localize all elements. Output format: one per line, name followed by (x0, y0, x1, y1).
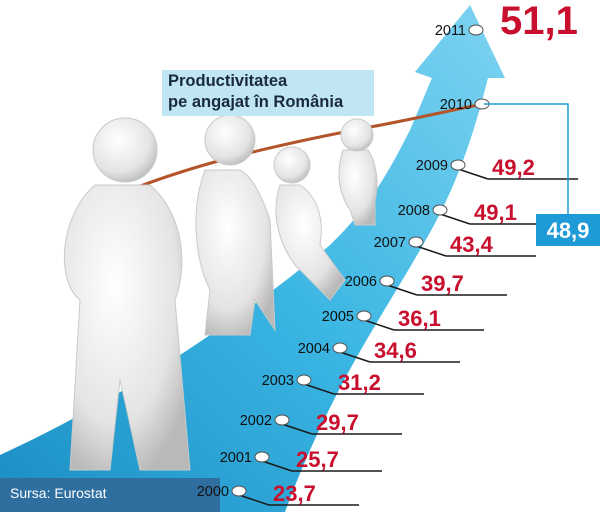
figure-3 (273, 146, 346, 301)
leader-line (303, 383, 335, 395)
year-label: 2008 (398, 203, 430, 219)
year-label: 2005 (322, 309, 354, 325)
year-2007: 2007 43,4 (374, 232, 536, 257)
year-2004: 2004 34,6 (298, 338, 460, 363)
value-label: 51,1 (500, 0, 578, 43)
year-label: 2003 (262, 373, 294, 389)
year-2008: 2008 49,1 (398, 200, 560, 225)
figure-body (195, 169, 276, 336)
callout-line (484, 103, 569, 222)
growth-arrow (0, 5, 505, 512)
value-label: 49,1 (474, 200, 517, 225)
title-box: Productivitatea pe angajat în România (162, 70, 374, 116)
year-dot (468, 24, 484, 36)
year-2010: 2010 (440, 97, 490, 113)
value-label: 49,2 (492, 155, 535, 180)
value-label: 23,7 (273, 481, 316, 506)
figure-head (204, 114, 256, 166)
leader-line (281, 423, 313, 435)
year-2011: 2011 (435, 23, 484, 39)
year-dot (450, 159, 466, 171)
year-2009: 2009 49,2 (416, 155, 578, 180)
year-dot (254, 451, 270, 463)
callout-2010: 48,9 (484, 103, 600, 246)
year-2001: 2001 25,7 (220, 447, 382, 472)
value-label: 34,6 (374, 338, 417, 363)
year-label: 2009 (416, 158, 448, 174)
year-dot (274, 414, 290, 426)
source-note: Sursa: Eurostat (10, 485, 107, 501)
leader-line (415, 245, 447, 257)
people-pulling-rope (63, 102, 485, 471)
figure-1 (63, 117, 191, 471)
year-label: 2000 (197, 484, 229, 500)
data-marks: 2000 23,7 2001 25,7 2002 29,7 2003 31,2 2004 34,6… (197, 0, 600, 506)
year-2002: 2002 29,7 (240, 410, 402, 435)
year-2000: 2000 23,7 (197, 481, 359, 506)
footer-band (0, 478, 220, 512)
leader-line (339, 351, 371, 363)
year-dot (296, 374, 312, 386)
rope (94, 102, 485, 207)
leader-line (439, 213, 471, 225)
value-label: 25,7 (296, 447, 339, 472)
figure-body (63, 184, 191, 471)
year-label: 2010 (440, 97, 472, 113)
figure-head (273, 146, 311, 184)
year-label: 2007 (374, 235, 406, 251)
value-label: 29,7 (316, 410, 359, 435)
figure-4 (338, 118, 378, 226)
year-dot (332, 342, 348, 354)
year-label: 2006 (345, 274, 377, 290)
year-label: 2002 (240, 413, 272, 429)
figure-body (338, 149, 378, 226)
value-label: 48,9 (547, 218, 590, 243)
value-label: 31,2 (338, 370, 381, 395)
figure-body (275, 184, 346, 301)
leader-line (457, 168, 489, 180)
year-label: 2011 (435, 23, 466, 39)
year-dot (379, 275, 395, 287)
year-2003: 2003 31,2 (262, 370, 424, 395)
leader-line (261, 460, 293, 472)
figure-head (92, 117, 158, 183)
value-label: 36,1 (398, 306, 441, 331)
year-2006: 2006 39,7 (345, 271, 507, 296)
year-dot (356, 310, 372, 322)
year-label: 2004 (298, 341, 330, 357)
year-dot (408, 236, 424, 248)
year-label: 2001 (220, 450, 252, 466)
figure-2 (195, 114, 276, 336)
leader-line (386, 284, 418, 296)
year-2005: 2005 36,1 (322, 306, 484, 331)
leader-line (238, 494, 270, 506)
callout-box (536, 214, 600, 246)
figure-head (340, 118, 374, 152)
year-dot (231, 485, 247, 497)
title-line-2: pe angajat în România (168, 93, 344, 111)
title-line-1: Productivitatea (168, 72, 288, 90)
leader-line (363, 319, 395, 331)
year-dot (432, 204, 448, 216)
value-label: 39,7 (421, 271, 464, 296)
value-label: 43,4 (450, 232, 494, 257)
value-2011: 51,1 (500, 0, 578, 43)
